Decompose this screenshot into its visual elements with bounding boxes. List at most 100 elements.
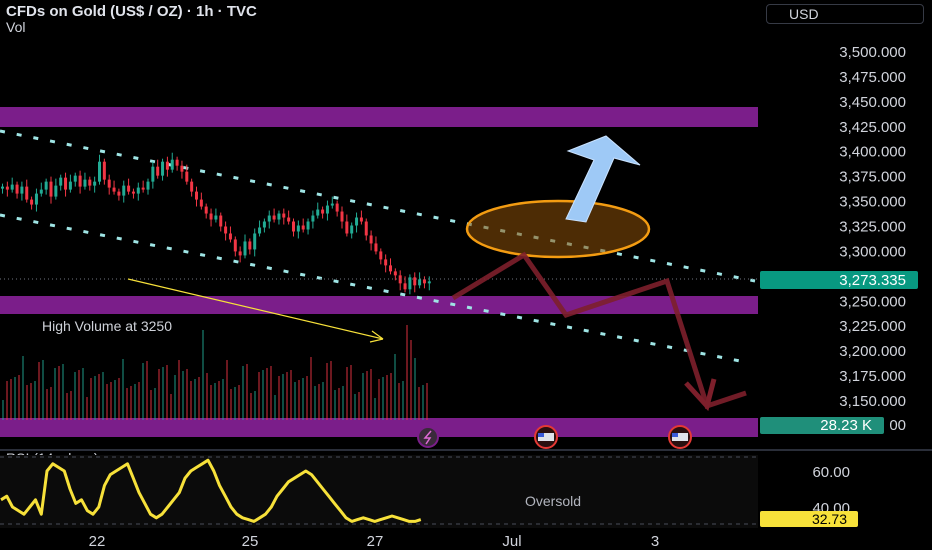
volume-bar xyxy=(154,388,156,420)
time-tick-label: 27 xyxy=(367,533,384,550)
volume-bar xyxy=(162,367,164,420)
price-tick-label: 3,200.000 xyxy=(839,343,906,360)
volume-bar xyxy=(354,394,356,420)
candle-body xyxy=(325,205,329,214)
volume-bar xyxy=(182,371,184,420)
candle-body xyxy=(238,251,242,256)
us-flag-icon xyxy=(538,433,554,441)
candle-body xyxy=(195,191,198,200)
candle-body xyxy=(340,211,344,222)
volume-bar xyxy=(410,340,412,420)
candle-body xyxy=(209,213,213,220)
candle-body xyxy=(224,226,228,234)
candle-body xyxy=(170,159,174,170)
volume-bar xyxy=(130,386,132,420)
volume-bar xyxy=(66,393,68,420)
volume-value-label: 28.23 K xyxy=(820,417,872,434)
price-tick-label: 3,175.000 xyxy=(839,368,906,385)
candle-body xyxy=(248,241,252,250)
volume-bar xyxy=(418,387,420,420)
candle-body xyxy=(427,281,431,284)
candle-body xyxy=(190,181,194,192)
volume-bar xyxy=(378,379,380,420)
volume-bar xyxy=(106,384,108,420)
volume-bar xyxy=(138,382,140,420)
volume-bar xyxy=(170,394,172,420)
volume-bar xyxy=(30,383,32,420)
volume-bar xyxy=(398,383,400,420)
candle-body xyxy=(44,181,48,190)
candle-body xyxy=(199,199,203,207)
lightning-icon xyxy=(423,430,432,445)
channel-lower-line xyxy=(0,213,746,364)
volume-bar xyxy=(390,373,392,420)
candle-body xyxy=(10,184,14,190)
volume-bar xyxy=(74,372,76,420)
candle-body xyxy=(131,191,135,194)
volume-bar xyxy=(254,391,256,420)
rsi-value-tag xyxy=(760,511,858,527)
volume-bar xyxy=(126,388,128,420)
candle-body xyxy=(59,177,63,186)
candle-body xyxy=(122,185,126,196)
candle-body xyxy=(282,213,286,218)
volume-bar xyxy=(266,368,268,420)
volume-bar xyxy=(58,366,60,420)
volume-bar xyxy=(98,374,100,420)
volume-bar xyxy=(286,372,288,420)
annotation-high-volume: High Volume at 3250 xyxy=(42,318,172,334)
volume-bar xyxy=(198,377,200,420)
volume-bar xyxy=(110,382,112,420)
candle-body xyxy=(93,181,97,186)
candle-body xyxy=(335,203,339,212)
candle-body xyxy=(374,243,378,252)
candle-body xyxy=(330,203,334,206)
volume-bar xyxy=(202,330,204,420)
volume-arrow-line xyxy=(127,278,384,340)
volume-bar xyxy=(230,389,232,420)
candle-body xyxy=(151,166,155,182)
volume-bar xyxy=(238,385,240,420)
volume-legend: Vol xyxy=(6,19,26,35)
volume-bar xyxy=(394,354,396,420)
volume-bar xyxy=(46,389,48,420)
price-tick-label: 3,225.000 xyxy=(839,318,906,335)
currency-selector[interactable]: USD xyxy=(766,4,924,24)
volume-bar xyxy=(366,371,368,420)
volume-bar xyxy=(362,373,364,420)
candle-body xyxy=(413,277,417,286)
volume-bar xyxy=(374,398,376,420)
bullish-arrow xyxy=(565,135,641,223)
volume-bar xyxy=(382,377,384,420)
volume-bar xyxy=(302,378,304,420)
symbol-title[interactable]: CFDs on Gold (US$ / OZ) · 1h · TVC xyxy=(6,3,257,20)
candle-body xyxy=(78,175,82,187)
price-tick-label: 3,450.000 xyxy=(839,94,906,111)
candle-body xyxy=(219,215,223,227)
volume-bar xyxy=(122,359,124,420)
candle-body xyxy=(20,186,24,194)
rsi-band xyxy=(0,455,758,528)
volume-bar xyxy=(78,370,80,420)
time-tick-label: Jul xyxy=(502,533,521,550)
volume-bar xyxy=(6,381,8,420)
volume-bar xyxy=(146,361,148,420)
volume-bar xyxy=(422,385,424,420)
candle-body xyxy=(161,161,165,176)
volume-bar xyxy=(234,387,236,420)
volume-bar xyxy=(114,380,116,420)
volume-bar xyxy=(94,376,96,420)
candle-body xyxy=(418,279,422,286)
volume-bar xyxy=(334,390,336,420)
price-tick-label: 3,325.000 xyxy=(839,219,906,236)
volume-bar xyxy=(290,370,292,420)
projection-path xyxy=(451,251,747,410)
volume-bar xyxy=(158,369,160,420)
candle-body xyxy=(88,179,92,186)
candle-body xyxy=(49,181,53,197)
volume-bar xyxy=(86,397,88,420)
volume-bar xyxy=(330,361,332,420)
volume-bar xyxy=(34,381,36,420)
